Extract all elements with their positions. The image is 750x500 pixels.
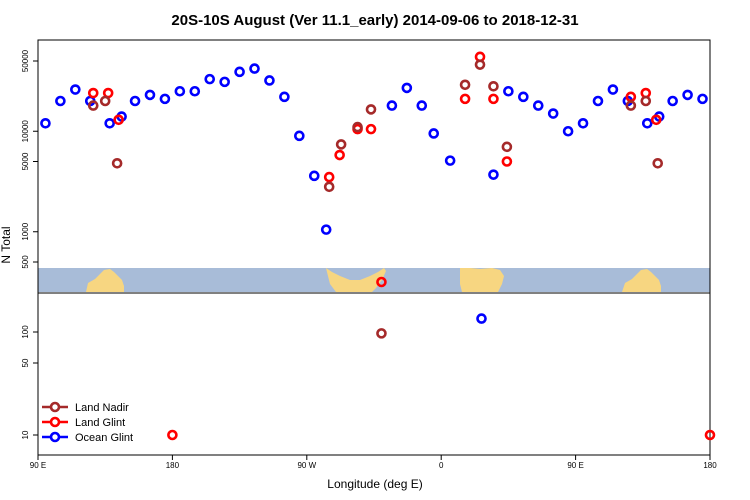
lower-panel-frame [37, 292, 711, 456]
ocean-glint-point [641, 117, 653, 129]
ocean-glint-point [547, 108, 559, 119]
ocean-glint-point [577, 117, 589, 129]
x-tick-label: 180 [703, 461, 717, 470]
land-nadir-point [501, 141, 513, 153]
y-tick-label-lower: 50 [21, 358, 30, 367]
land-glint-point [167, 429, 178, 441]
y-tick-label-upper: 1000 [21, 222, 30, 240]
legend-label: Land Glint [75, 417, 125, 429]
ocean-glint-point [401, 82, 413, 94]
ocean-glint-point [129, 95, 141, 107]
land-australia-2 [622, 269, 661, 292]
ocean-glint-point [607, 84, 619, 95]
ocean-glint-point [189, 85, 201, 97]
chart-title: 20S-10S August (Ver 11.1_early) 2014-09-… [171, 12, 578, 29]
ocean-glint-point [144, 89, 156, 101]
ocean-glint-point [279, 91, 290, 103]
land-nadir-point [376, 328, 387, 339]
land-africa [460, 268, 504, 292]
ocean-glint-point [476, 313, 487, 324]
ocean-glint-point [386, 100, 398, 111]
land-nadir-point [323, 181, 335, 193]
land-nadir-point [365, 104, 377, 115]
land-glint-point [87, 87, 99, 99]
land-glint-point [501, 156, 513, 167]
land-south-america [326, 268, 386, 292]
ocean-glint-point [40, 117, 51, 129]
ocean-glint-point [320, 224, 332, 235]
ocean-glint-point [518, 91, 529, 103]
legend-marker [49, 416, 61, 428]
ocean-glint-point [503, 85, 514, 97]
x-tick-label: 90 W [297, 461, 316, 470]
ocean-glint-point [592, 95, 604, 107]
y-tick-label-upper: 50000 [21, 49, 30, 72]
ocean-glint-point [667, 95, 678, 107]
ocean-glint-point [159, 93, 171, 105]
legend-marker [49, 401, 61, 413]
y-tick-label-lower: 100 [21, 325, 30, 339]
ocean-glint-point [249, 63, 260, 74]
land-glint-point [113, 114, 124, 126]
land-glint-point [376, 276, 387, 288]
legend-marker [49, 431, 61, 443]
land-nadir-point [652, 157, 664, 169]
world-map-strip [38, 268, 710, 292]
ocean-glint-point [219, 76, 230, 88]
ocean-glint-point [174, 85, 186, 97]
land-nadir-point [640, 95, 652, 107]
x-tick-label: 0 [439, 461, 444, 470]
land-nadir-point [488, 81, 499, 92]
land-nadir-point [99, 95, 111, 107]
ocean-glint-point [70, 84, 81, 95]
x-tick-label: 90 E [30, 461, 46, 470]
ocean-glint-point [416, 100, 428, 111]
ocean-glint-point [294, 130, 305, 142]
land-glint-point [650, 114, 662, 126]
legend: Land Nadir Land Glint Ocean Glint [42, 401, 133, 444]
x-axis-label: Longitude (deg E) [327, 477, 422, 491]
x-tick-label: 90 E [567, 461, 583, 470]
legend-label: Ocean Glint [75, 432, 133, 444]
land-nadir-point [111, 157, 123, 169]
legend-label: Land Nadir [75, 402, 129, 414]
x-tick-label: 180 [166, 461, 180, 470]
land-glint-point [459, 93, 471, 105]
ocean-glint-point [682, 89, 693, 101]
land-nadir-point [335, 139, 347, 150]
ocean-glint-point [562, 125, 574, 137]
axes: 90 E 180 90 W 0 90 E 180 500 1000 5000 10000 50000… [21, 49, 717, 470]
ocean-glint-point [488, 169, 499, 180]
land-glint-point [488, 93, 499, 105]
ocean-glint-point [428, 128, 440, 139]
ocean-glint-point [308, 170, 320, 182]
y-tick-label-upper: 5000 [21, 152, 30, 170]
land-glint-point [334, 149, 345, 161]
land-nadir-point [459, 79, 471, 91]
ocean-glint-point [204, 73, 216, 85]
land-glint-point [323, 171, 335, 183]
ocean-glint-point [55, 95, 66, 107]
y-tick-label-upper: 500 [21, 255, 30, 269]
ocean-glint-point [104, 117, 115, 129]
land-nadir-point [87, 100, 99, 111]
ocean-glint-point [444, 155, 456, 166]
land-glint-point [704, 429, 716, 441]
ocean-glint-point [697, 93, 708, 105]
upper-panel-frame [37, 39, 711, 294]
land-australia-1 [86, 269, 124, 292]
land-nadir-point [625, 100, 637, 111]
ocean-glint-point [234, 66, 245, 78]
y-tick-label-lower: 10 [21, 430, 30, 439]
marks [40, 51, 716, 441]
land-glint-point [365, 123, 377, 135]
ocean-glint-point [532, 100, 544, 111]
y-tick-label-upper: 10000 [21, 120, 30, 143]
land-nadir-point [352, 121, 363, 133]
y-axis-label: N Total [0, 226, 13, 263]
ocean-glint-point [264, 75, 275, 86]
land-nadir-point [474, 59, 486, 70]
